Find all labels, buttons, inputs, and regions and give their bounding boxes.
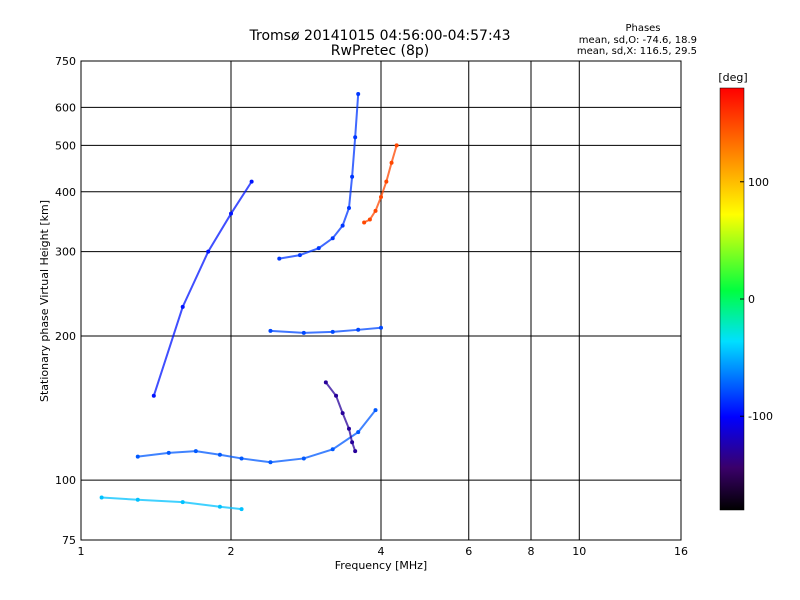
data-point <box>297 253 302 258</box>
data-point <box>166 450 171 455</box>
y-tick-label: 200 <box>55 330 76 343</box>
colorbar-tick-label: 0 <box>748 293 755 306</box>
data-point <box>301 456 306 461</box>
data-point <box>334 393 339 398</box>
data-point <box>367 217 372 222</box>
data-points <box>99 91 399 512</box>
y-tick-label: 750 <box>55 55 76 68</box>
data-point <box>268 460 273 465</box>
stats-o-line: mean, sd,O: -74.6, 18.9 <box>579 35 697 46</box>
data-point <box>350 174 355 179</box>
data-point <box>379 195 383 200</box>
chart-title: Tromsø 20141015 04:56:00-04:57:43 <box>249 28 511 44</box>
data-point <box>239 456 244 461</box>
data-point <box>340 411 345 416</box>
data-point <box>249 179 254 184</box>
data-point <box>239 507 244 512</box>
data-point <box>217 504 222 509</box>
data-point <box>356 430 361 435</box>
data-point <box>229 211 233 216</box>
data-point <box>346 205 351 210</box>
colorbar-ticks: 100 0 -100 <box>740 176 773 423</box>
data-point <box>316 246 321 251</box>
y-tick-labels: 75 100 200 300 400 500 600 750 <box>55 55 76 547</box>
data-point <box>350 440 355 445</box>
y-axis-label: Stationary phase Virtual Height [km] <box>38 200 51 402</box>
data-point <box>362 220 367 225</box>
x-tick-label: 1 <box>78 545 85 558</box>
data-point <box>193 449 198 454</box>
data-point <box>180 500 185 505</box>
data-point <box>356 327 361 332</box>
trace-line <box>363 145 398 224</box>
data-point <box>206 249 211 254</box>
data-point <box>384 179 389 184</box>
y-tick-label: 400 <box>55 186 76 199</box>
data-point <box>323 380 328 385</box>
x-axis-label: Frequency [MHz] <box>335 559 427 572</box>
chart-subtitle: RwPretec (8p) <box>331 43 429 59</box>
data-point <box>217 452 222 457</box>
data-point <box>356 91 361 96</box>
data-point <box>268 328 273 333</box>
x-tick-label: 10 <box>572 545 586 558</box>
data-point <box>180 304 185 309</box>
x-tick-labels: 1 2 4 6 8 10 16 <box>78 545 689 558</box>
x-tick-label: 4 <box>378 545 385 558</box>
data-point <box>151 393 156 398</box>
trace-line <box>137 409 377 464</box>
data-point <box>135 454 140 459</box>
data-point <box>346 426 351 431</box>
trace-line <box>270 326 382 334</box>
data-point <box>277 256 282 261</box>
data-point <box>330 447 335 452</box>
x-tick-label: 2 <box>228 545 235 558</box>
plot-frame <box>80 60 682 541</box>
trace-line <box>279 93 360 260</box>
data-point <box>99 495 104 500</box>
data-point <box>379 325 383 330</box>
data-point <box>330 236 335 241</box>
y-tick-label: 600 <box>55 101 76 114</box>
data-point <box>394 143 399 148</box>
x-tick-label: 6 <box>465 545 472 558</box>
trace-line <box>152 181 253 397</box>
data-point <box>389 160 394 165</box>
data-point <box>373 408 378 413</box>
colorbar-tick-label: -100 <box>748 410 773 423</box>
data-point <box>301 330 306 335</box>
data-point <box>373 208 378 213</box>
colorbar-label: [deg] <box>718 71 747 84</box>
data-point <box>330 329 335 334</box>
stats-heading: Phases <box>625 23 660 34</box>
grid-lines <box>81 61 681 540</box>
y-tick-label: 300 <box>55 246 76 259</box>
stats-x-line: mean, sd,X: 116.5, 29.5 <box>577 46 697 57</box>
y-tick-label: 500 <box>55 139 76 152</box>
colorbar-tick-label: 100 <box>748 176 769 189</box>
data-point <box>353 135 358 140</box>
x-tick-label: 8 <box>528 545 535 558</box>
data-point <box>340 223 345 228</box>
y-tick-label: 100 <box>55 474 76 487</box>
data-point <box>135 497 140 502</box>
x-tick-label: 16 <box>674 545 688 558</box>
y-tick-label: 75 <box>62 534 76 547</box>
data-point <box>353 449 358 454</box>
